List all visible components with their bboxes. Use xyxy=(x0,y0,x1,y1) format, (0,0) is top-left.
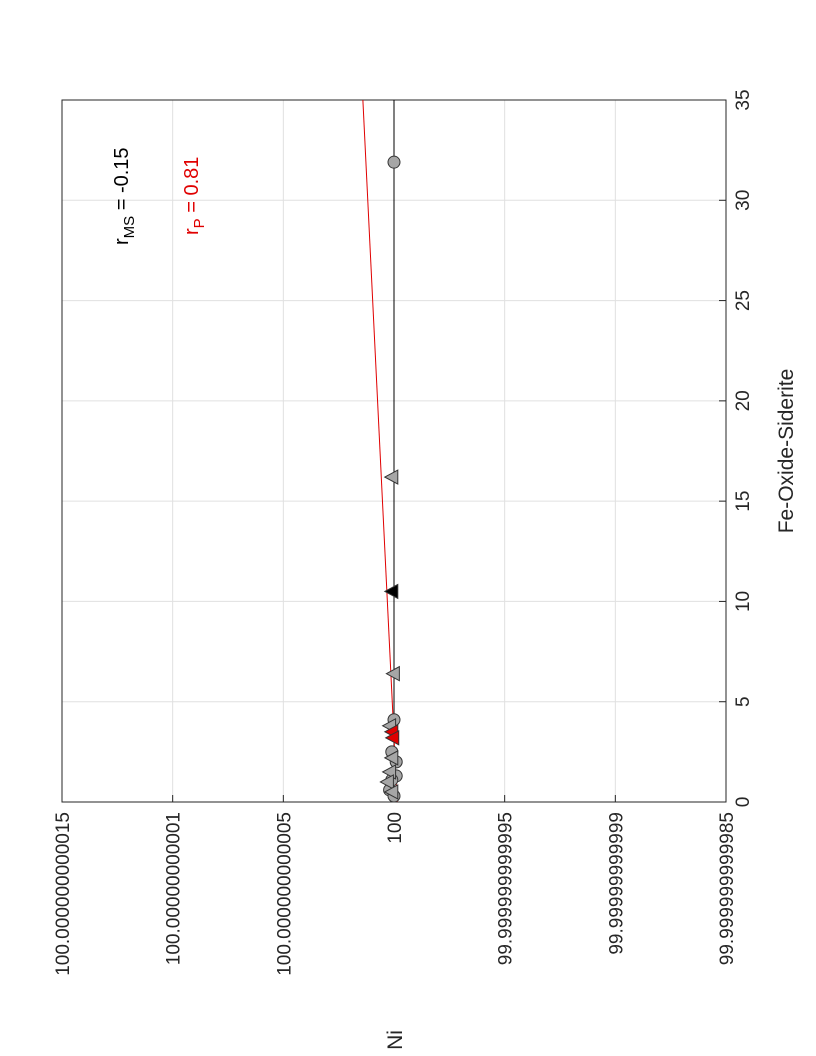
point xyxy=(379,774,394,790)
y-tick-label: 100.000000000005 xyxy=(274,812,295,976)
y-tick-label: 99.99999999999 xyxy=(606,812,627,955)
point xyxy=(383,784,399,800)
annotation-main: r xyxy=(111,238,133,245)
annotation-main: r xyxy=(181,228,203,235)
point xyxy=(384,729,400,746)
y-tick-label: 100.000000000015 xyxy=(53,812,74,976)
x-tick-label: 15 xyxy=(733,491,754,512)
annotation-sub: MS xyxy=(121,216,138,239)
x-tick-label: 5 xyxy=(733,696,754,707)
annotation-rest: = 0.81 xyxy=(181,157,203,219)
annotation-sub: P xyxy=(191,218,208,228)
x-tick-label: 25 xyxy=(733,290,754,311)
point xyxy=(383,583,399,600)
point xyxy=(385,665,400,682)
x-axis-label: Fe-Oxide-Siderite xyxy=(775,369,798,534)
y-tick-label: 99.999999999985 xyxy=(717,812,738,965)
annotation: rMS = -0.15 xyxy=(111,147,138,245)
y-tick-label: 100 xyxy=(385,812,406,844)
point xyxy=(383,469,399,485)
fit-line xyxy=(362,99,398,803)
annotation: rP = 0.81 xyxy=(181,157,208,235)
annotation-rest: = -0.15 xyxy=(111,147,133,215)
x-tick-label: 35 xyxy=(733,89,754,110)
y-tick-label: 100.00000000001 xyxy=(164,812,185,965)
y-tick-label: 99.999999999995 xyxy=(496,812,517,965)
x-tick-label: 30 xyxy=(733,190,754,211)
point xyxy=(387,155,401,169)
y-axis-label: Ni xyxy=(384,1030,407,1050)
x-tick-label: 10 xyxy=(733,591,754,612)
x-tick-label: 20 xyxy=(733,390,754,411)
point xyxy=(383,750,399,766)
x-tick-label: 0 xyxy=(733,797,754,808)
